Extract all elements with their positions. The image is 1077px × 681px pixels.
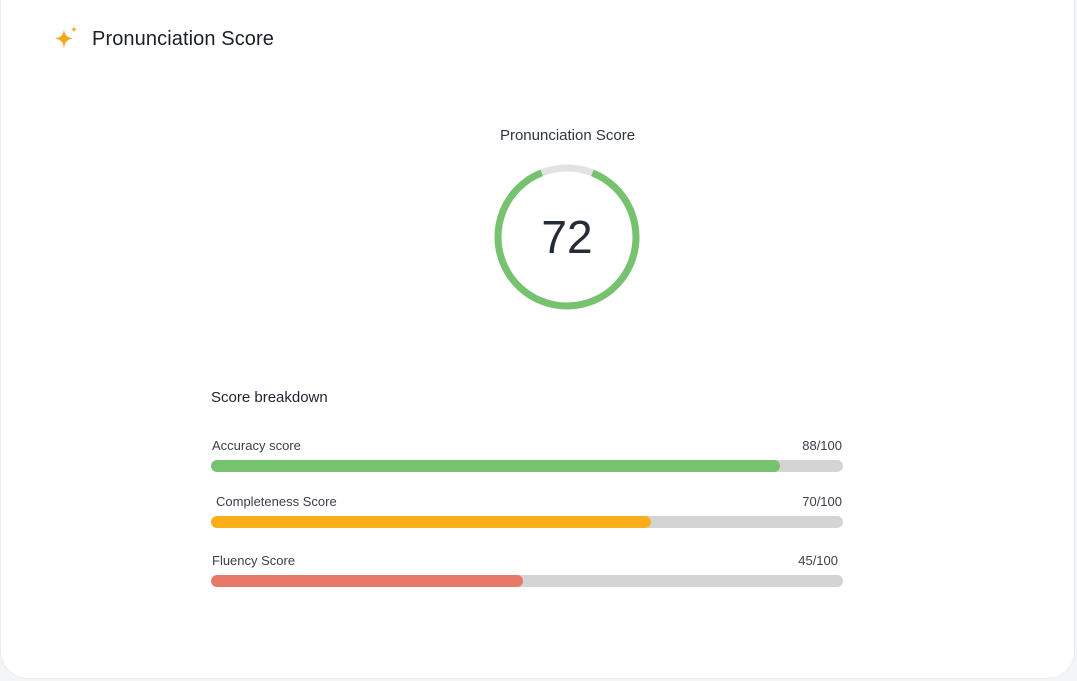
gauge-value: 72 — [541, 211, 593, 263]
progress-track — [211, 575, 843, 587]
progress-track — [211, 516, 843, 528]
metric-label: Fluency Score — [212, 553, 296, 568]
metric-label: Completeness Score — [216, 494, 337, 509]
gauge-title: Pronunciation Score — [499, 127, 636, 144]
metric-accuracy: Accuracy score 88/100 — [211, 438, 843, 472]
metric-completeness: Completeness Score 70/100 — [211, 494, 843, 528]
progress-fill — [211, 460, 780, 472]
metric-value: 88/100 — [802, 438, 842, 453]
progress-track — [211, 460, 843, 472]
breakdown-title: Score breakdown — [211, 389, 328, 406]
metric-value: 70/100 — [802, 494, 842, 509]
sparkle-icon — [53, 26, 79, 52]
card-header: Pronunciation Score — [53, 26, 274, 52]
metric-fluency: Fluency Score 45/100 — [211, 553, 843, 587]
metric-label: Accuracy score — [212, 438, 301, 453]
metric-value: 45/100 — [798, 553, 838, 568]
progress-fill — [211, 575, 523, 587]
page-title: Pronunciation Score — [92, 27, 275, 50]
score-gauge: 72 — [492, 162, 642, 312]
progress-fill — [211, 516, 651, 528]
